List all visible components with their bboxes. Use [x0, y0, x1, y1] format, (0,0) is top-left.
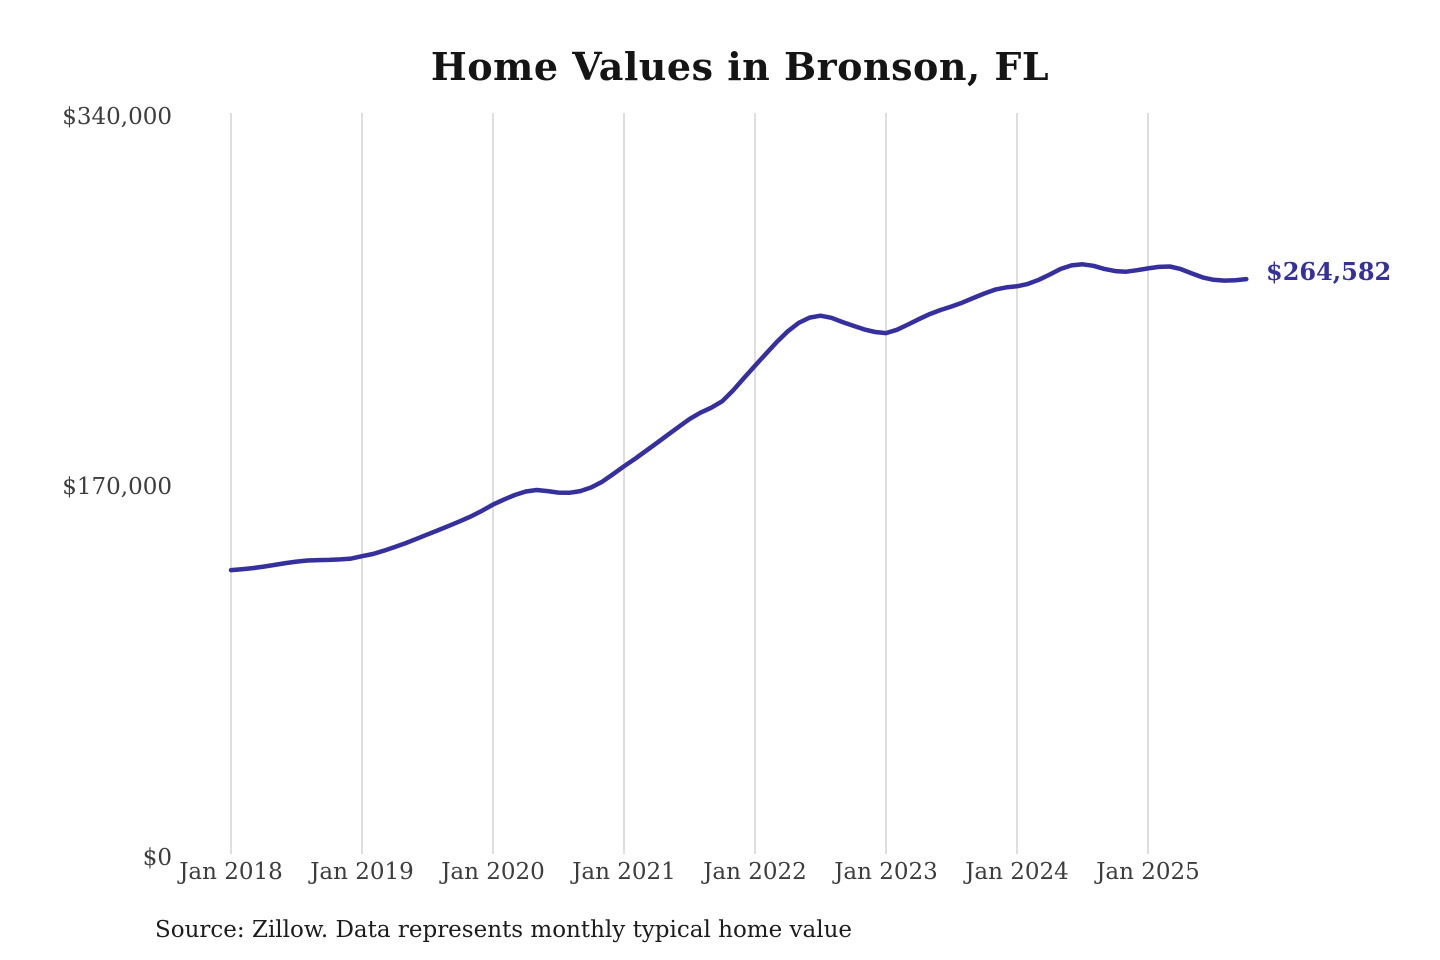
y-tick-label-340000: $340,000 [62, 104, 172, 130]
x-tick-label-jan-2019: Jan 2019 [310, 859, 414, 885]
source-note: Source: Zillow. Data represents monthly … [155, 917, 853, 943]
x-tick-label-jan-2022: Jan 2022 [703, 859, 807, 885]
x-tick-label-jan-2025: Jan 2025 [1096, 859, 1200, 885]
home-value-line [228, 262, 1249, 573]
y-tick-label-170000: $170,000 [62, 474, 172, 500]
x-tick-label-jan-2021: Jan 2021 [572, 859, 676, 885]
x-tick-label-jan-2018: Jan 2018 [179, 859, 283, 885]
current-value-label: $264,582 [1266, 257, 1392, 286]
x-tick-label-jan-2020: Jan 2020 [441, 859, 545, 885]
x-tick-label-jan-2023: Jan 2023 [834, 859, 938, 885]
y-tick-label-0: $0 [142, 845, 172, 871]
x-tick-label-jan-2024: Jan 2024 [965, 859, 1069, 885]
chart-title: Home Values in Bronson, FL [430, 44, 1050, 89]
